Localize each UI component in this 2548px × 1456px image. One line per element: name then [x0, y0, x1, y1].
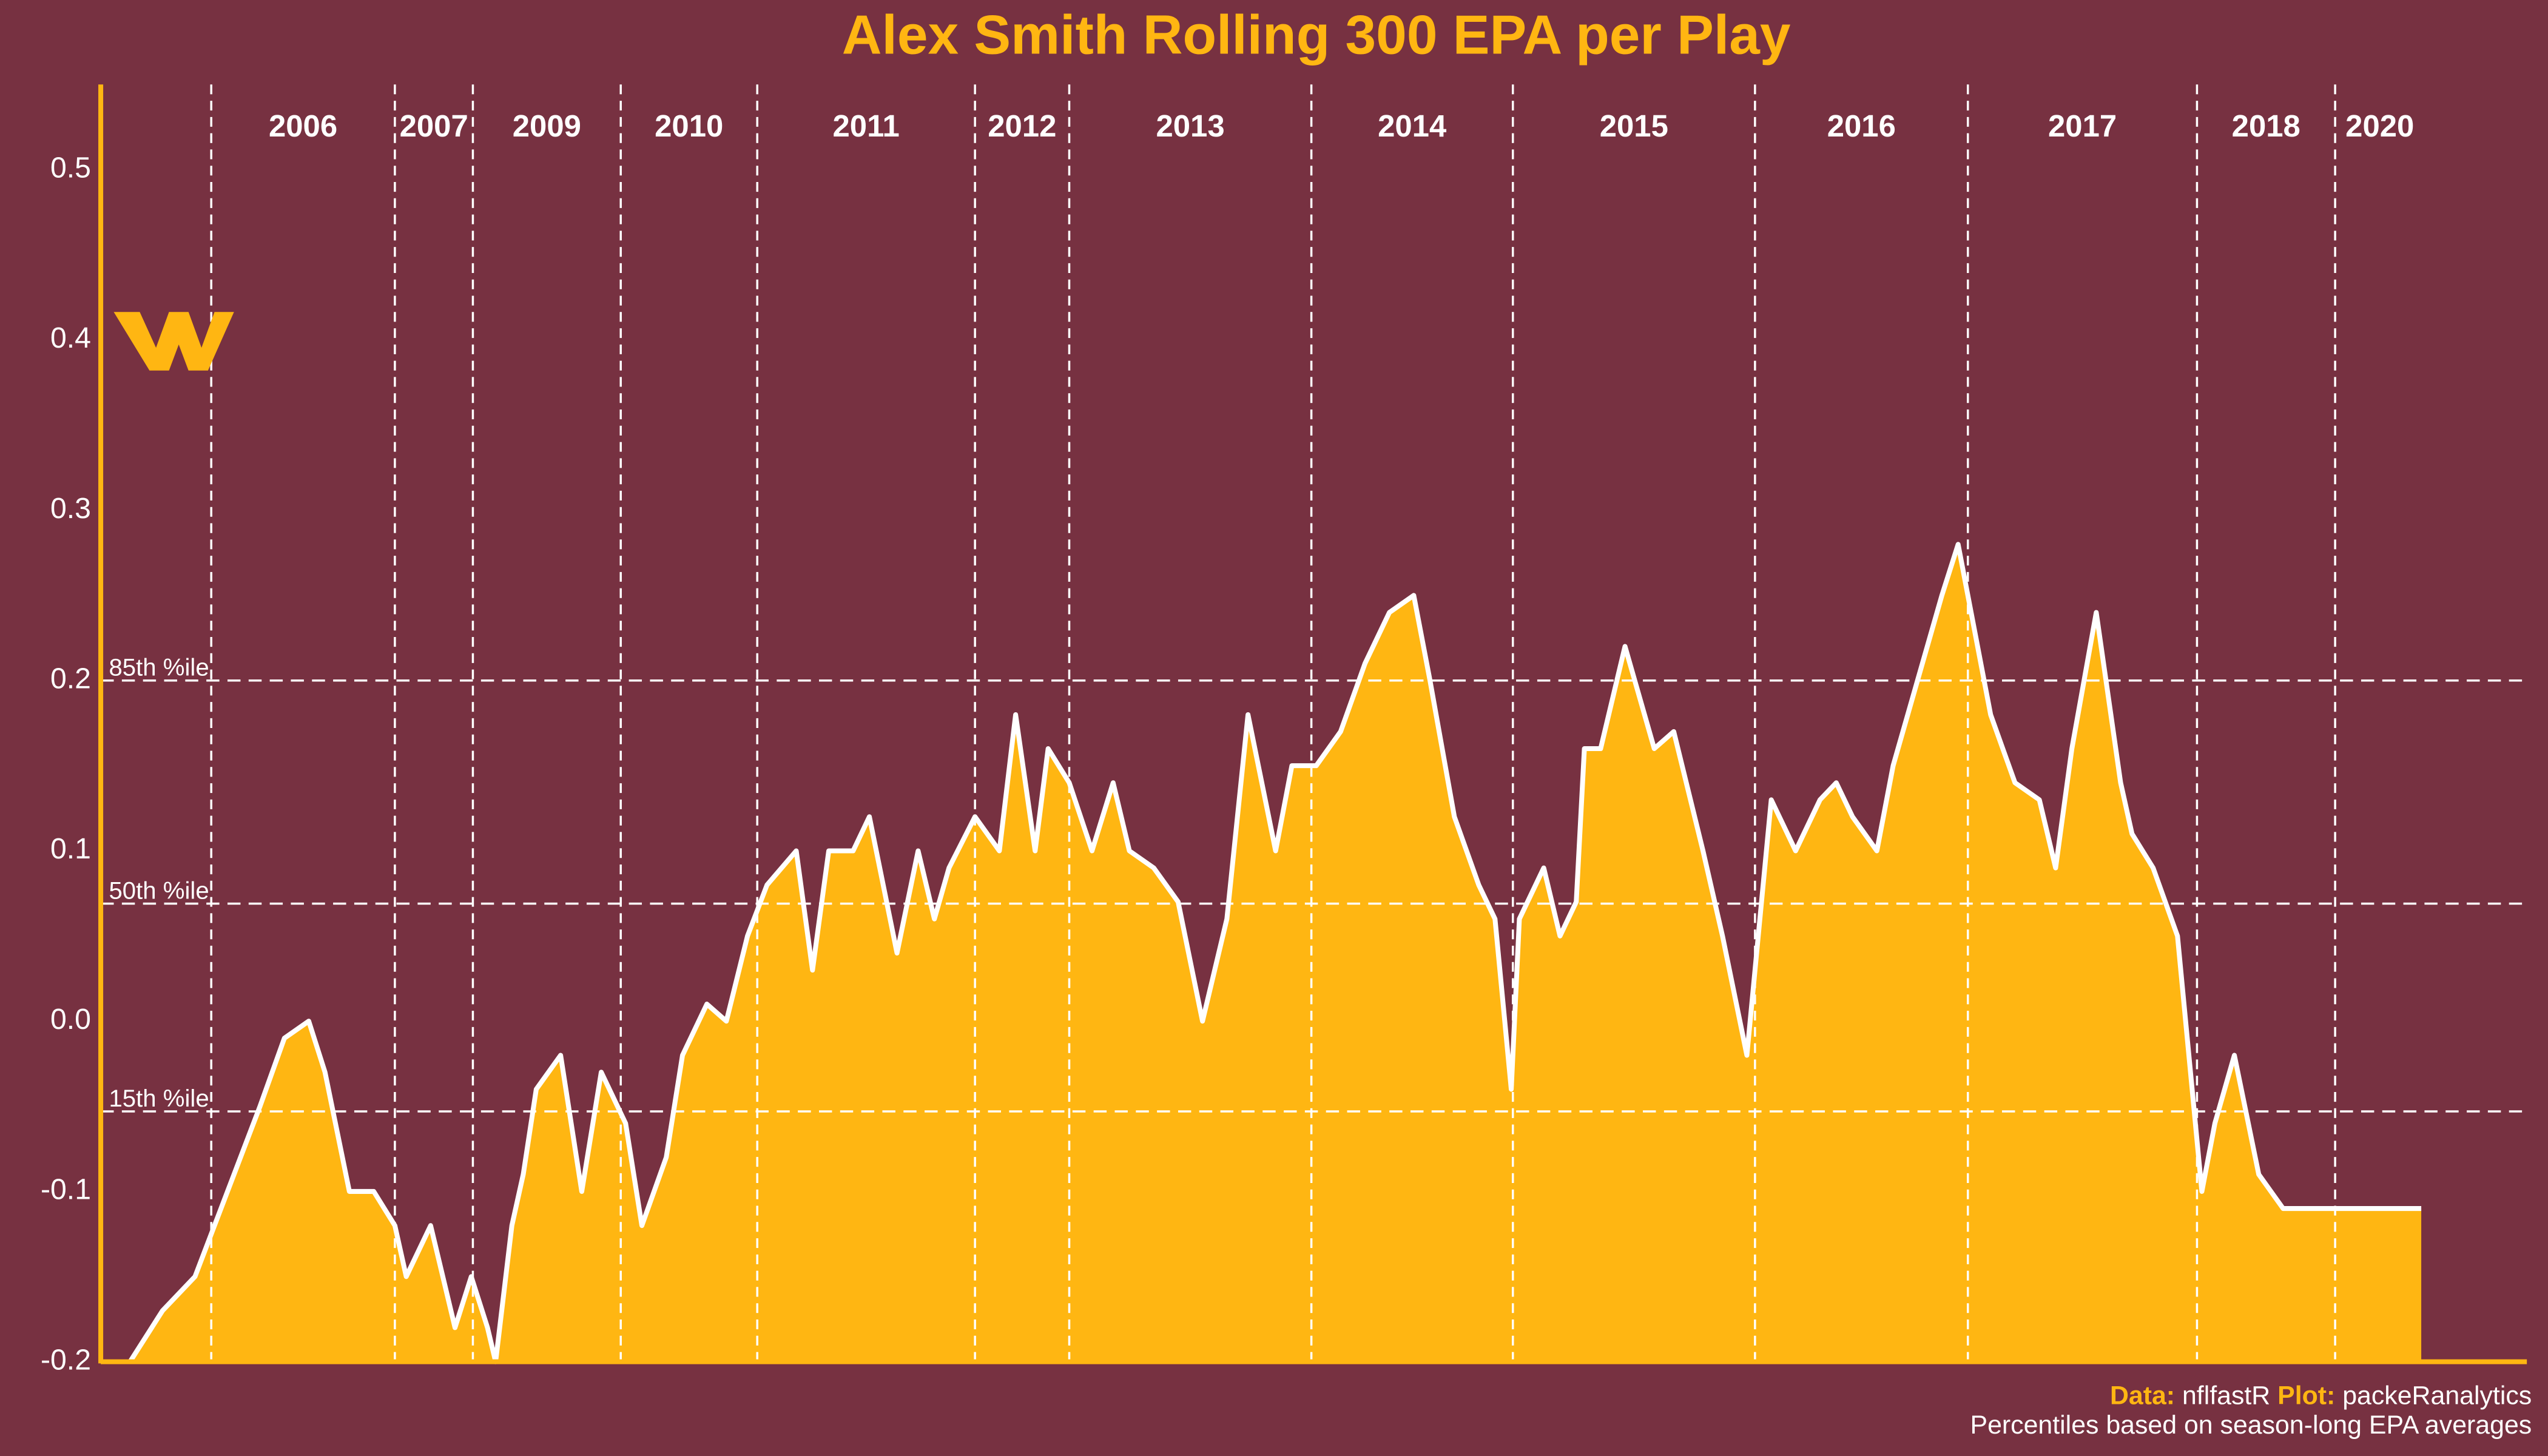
season-label: 2016 [1827, 109, 1896, 143]
season-label: 2012 [988, 109, 1056, 143]
percentile-label: 50th %ile [109, 877, 209, 904]
percentile-label: 15th %ile [109, 1085, 209, 1112]
y-tick-label: 0.5 [50, 151, 91, 184]
area [130, 544, 2422, 1362]
caption-plot-label: Plot: [2277, 1381, 2335, 1410]
y-tick-label: 0.1 [50, 832, 91, 865]
y-tick-label: 0.0 [50, 1003, 91, 1036]
team-logo [113, 312, 234, 371]
y-tick-label: -0.1 [41, 1173, 91, 1206]
season-label: 2010 [655, 109, 723, 143]
caption-note: Percentiles based on season-long EPA ave… [1970, 1410, 2532, 1440]
caption-credit: Data: nflfastR Plot: packeRanalytics [2110, 1381, 2532, 1410]
y-tick-label: 0.4 [50, 322, 91, 354]
season-label: 2020 [2345, 109, 2414, 143]
chart-title: Alex Smith Rolling 300 EPA per Play [842, 4, 1791, 66]
season-label: 2015 [1600, 109, 1668, 143]
season-label: 2017 [2048, 109, 2117, 143]
caption-data-source: nflfastR [2182, 1381, 2270, 1410]
y-tick-label: 0.3 [50, 492, 91, 525]
season-label: 2009 [513, 109, 581, 143]
season-label: 2007 [400, 109, 468, 143]
season-label: 2013 [1156, 109, 1224, 143]
line [127, 542, 2422, 1364]
y-tick-label: -0.2 [41, 1343, 91, 1376]
season-label: 2006 [269, 109, 337, 143]
percentile-label: 85th %ile [109, 654, 209, 681]
plot-area: 2006 2007 2009 2010 2011 2012 2013 2014 2015 2016… [101, 84, 2527, 1364]
caption-plot-author: packeRanalytics [2342, 1381, 2532, 1410]
y-tick-label: 0.2 [50, 662, 91, 695]
season-label: 2014 [1378, 109, 1447, 143]
season-label: 2018 [2232, 109, 2300, 143]
caption-data-label: Data: [2110, 1381, 2175, 1410]
season-label: 2011 [832, 109, 899, 143]
